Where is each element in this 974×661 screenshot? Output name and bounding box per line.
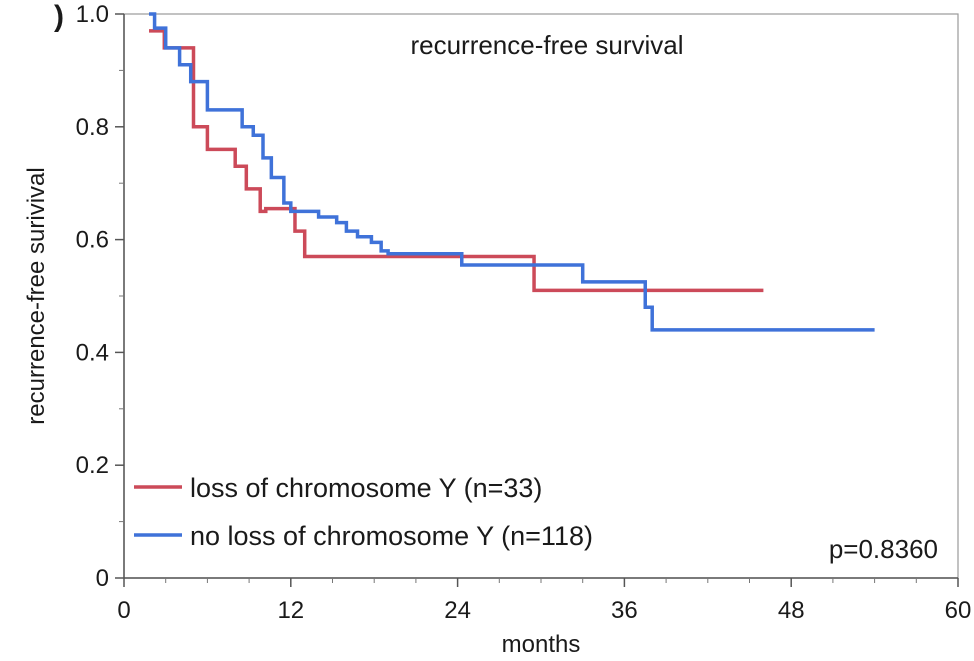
x-tick-label: 0	[117, 597, 130, 624]
x-tick-label: 60	[945, 597, 972, 624]
y-tick-label: 0.6	[76, 227, 109, 254]
x-tick-label: 36	[611, 597, 638, 624]
y-tick-label: 1.0	[76, 1, 109, 28]
y-tick-label: 0.2	[76, 452, 109, 479]
y-axis-title: recurrence-free surivival	[23, 167, 50, 424]
series-no-loss-of-chromosome-y	[149, 12, 875, 332]
legend-label-no-loss: no loss of chromosome Y (n=118)	[190, 521, 593, 551]
x-tick-label: 12	[277, 597, 304, 624]
x-axis-title: months	[502, 631, 581, 658]
chart-title: recurrence-free survival	[410, 30, 683, 60]
legend-label-loss: loss of chromosome Y (n=33)	[190, 473, 542, 503]
p-value-annotation: p=0.8360	[829, 534, 938, 564]
series-loss-of-chromosome-y	[149, 29, 764, 293]
x-tick-label: 48	[778, 597, 805, 624]
y-tick-label: 0	[96, 565, 109, 592]
legend: loss of chromosome Y (n=33) no loss of c…	[134, 473, 593, 551]
panel-label: )	[54, 0, 64, 33]
x-tick-label: 24	[444, 597, 471, 624]
y-tick-label: 0.4	[76, 339, 109, 366]
series-layer	[149, 12, 875, 332]
y-tick-label: 0.8	[76, 114, 109, 141]
ticks-layer: 0 12 24 36 48 60 0 0.2 0.4 0.6 0.8 1.0	[76, 1, 972, 624]
